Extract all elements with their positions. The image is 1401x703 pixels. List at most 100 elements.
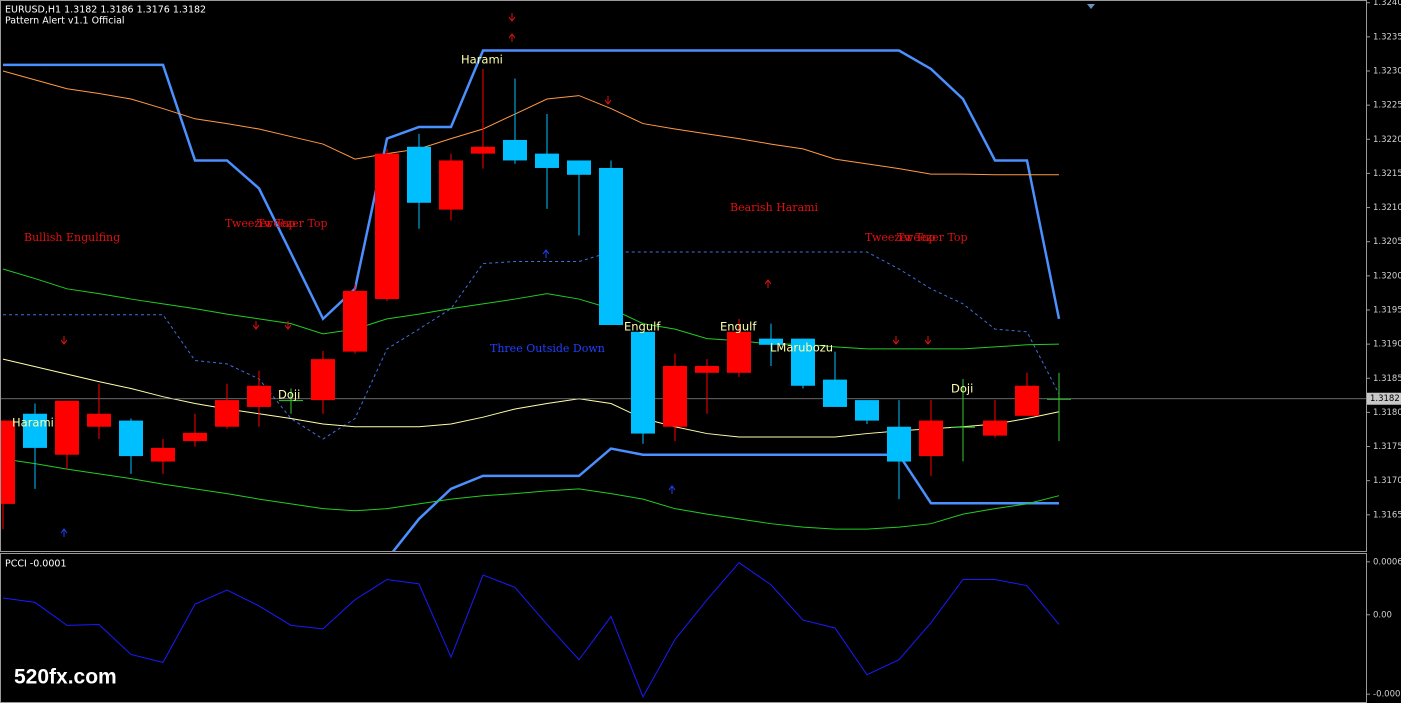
indicator-line [3, 251, 1060, 440]
arrow-icon [924, 336, 932, 345]
pattern-label: Bullish Engulfing [24, 231, 120, 244]
y-tick-label: 1.3170 [1373, 476, 1401, 486]
y-tick-label: 1.3210 [1373, 203, 1401, 213]
arrow-icon [604, 96, 612, 105]
candle-body [1015, 385, 1039, 416]
candle-body [343, 290, 367, 352]
pattern-label: Engulf [624, 320, 661, 334]
indicator-line [3, 49, 1061, 321]
y-tick-label: 1.3215 [1373, 169, 1401, 179]
pattern-label: Harami [12, 416, 54, 430]
candle-body [631, 331, 655, 434]
pattern-label: LMarubozu [770, 341, 833, 355]
indicator-line [391, 447, 1059, 551]
indicator-line [2, 458, 1060, 530]
y-tick-label: 0.0006 [1373, 557, 1401, 567]
y-tick-label: 1.3235 [1373, 32, 1401, 42]
candle-body [983, 420, 1007, 436]
pcci-line [2, 562, 1060, 698]
indicator-line [2, 268, 1060, 350]
pattern-label: Bearish Harami [730, 201, 819, 214]
indicator-title: PCCI -0.0001 [5, 559, 67, 570]
candle-body [791, 338, 815, 386]
axes: 1.3240 1.3235 1.3230 1.3225 1.3220 1.3215 1.32… [1366, 0, 1401, 700]
arrow-icon [60, 528, 68, 537]
y-tick-label: 1.3165 [1373, 510, 1401, 520]
candle-body [23, 413, 47, 448]
y-tick-label: 1.3220 [1373, 135, 1401, 145]
candle-body [535, 153, 559, 168]
arrow-icon [542, 249, 550, 258]
y-tick-label: 1.3195 [1373, 305, 1401, 315]
y-tick-label: -0.0009 [1373, 690, 1401, 700]
candle-body [567, 160, 591, 175]
scroll-marker [1087, 4, 1095, 9]
candle-body [87, 413, 111, 427]
y-tick-label: 1.3185 [1373, 374, 1401, 384]
candle-body [759, 338, 783, 345]
candle-body [439, 160, 463, 210]
candle-body [1047, 398, 1071, 400]
indicator-line [2, 70, 1059, 176]
pattern-label: Harami [461, 53, 503, 67]
chart-title: EURUSD,H1 1.3182 1.3186 1.3176 1.3182 [5, 5, 206, 16]
candle-body [855, 400, 879, 421]
indicator-line [2, 358, 1060, 438]
arrow-icon [508, 33, 516, 42]
pattern-label: Doji [278, 388, 300, 402]
watermark: 520fx.com [14, 666, 117, 689]
arrow-icon [764, 279, 772, 288]
candle-body [695, 365, 719, 373]
candle-body [823, 379, 847, 407]
y-tick-label: 1.3190 [1373, 340, 1401, 350]
arrow-icon [508, 13, 516, 22]
candle-body [279, 400, 303, 402]
chart-subtitle: Pattern Alert v1.1 Official [5, 16, 125, 27]
candle-body [151, 447, 175, 462]
y-tick-label: 0.00 [1373, 610, 1392, 620]
candle-body [375, 153, 399, 300]
candle-body [311, 359, 335, 401]
pattern-label: Tweezer Top [257, 217, 328, 230]
y-tick-label: 1.3175 [1373, 442, 1401, 452]
current-price-label: 1.3182 [1370, 394, 1400, 404]
candle-body [407, 146, 431, 203]
pattern-label: Three Outside Down [490, 342, 605, 355]
arrow-icon [284, 321, 292, 330]
candle-body [887, 426, 911, 462]
current-price-box [1367, 392, 1401, 405]
arrow-icon [60, 336, 68, 345]
pattern-label: Tweezer Top [225, 217, 296, 230]
candle-body [55, 400, 79, 455]
pattern-label: Tweezer Top [865, 231, 936, 244]
y-tick-label: 1.3200 [1373, 271, 1401, 281]
y-tick-label: 1.3240 [1373, 0, 1401, 8]
y-tick-label: 1.3180 [1373, 408, 1401, 418]
main-panel-border [0, 0, 1367, 552]
candle-body [183, 432, 207, 442]
arrow-icon [892, 336, 900, 345]
pattern-label: Doji [951, 382, 973, 396]
pattern-label: Engulf [720, 320, 757, 334]
arrow-icon [252, 321, 260, 330]
candle-body [951, 426, 975, 428]
candle-body [503, 139, 527, 161]
y-tick-label: 1.3230 [1373, 67, 1401, 77]
candle-body [471, 146, 495, 154]
indicator-plot [2, 562, 1060, 698]
y-tick-label: 1.3205 [1373, 237, 1401, 247]
arrow-icon [668, 485, 676, 494]
candle-body [599, 167, 623, 326]
candle-body [727, 331, 751, 373]
candle-body [119, 420, 143, 457]
candle-body [919, 420, 943, 457]
y-tick-label: 1.3225 [1373, 101, 1401, 111]
candle-body [247, 385, 271, 407]
pattern-label: Tweezer Top [897, 231, 968, 244]
candle-body [663, 365, 687, 427]
indicator-panel-border [0, 553, 1367, 703]
candle-body [215, 400, 239, 427]
